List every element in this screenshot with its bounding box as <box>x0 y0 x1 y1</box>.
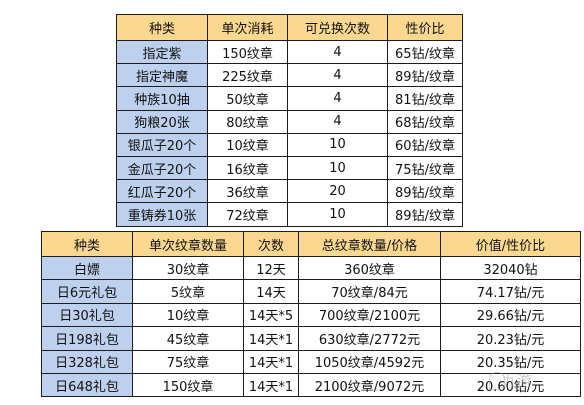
table-row: 日198礼包 45纹章 14天*1 630纹章/2772元 20.23钻/元 <box>41 326 581 351</box>
value-cell: 70纹章/84元 <box>298 279 441 304</box>
value-cell: 4 <box>287 86 388 111</box>
value-cell: 20.35钻/元 <box>440 349 581 374</box>
category-cell: 日6元礼包 <box>41 279 133 304</box>
value-cell: 14天 <box>243 279 299 304</box>
value-cell: 10 <box>287 132 388 157</box>
badge-value-table: 种类 单次纹章数量 次数 总纹章数量/价格 价值/性价比 白嫖 30纹章 12天 360纹章 3… <box>41 231 581 398</box>
table-row: 重铸券10张 72纹章 10 89钻/纹章 <box>116 202 463 227</box>
table-row: 种族10抽 50纹章 4 81钻/纹章 <box>116 86 463 111</box>
table-row: 日6元礼包 5纹章 14天 70纹章/84元 74.17钻/元 <box>41 279 581 304</box>
value-cell: 32040钻 <box>440 255 581 281</box>
table-row: 金瓜子20个 16纹章 10 75钻/纹章 <box>116 155 463 181</box>
table2-header-cell: 总纹章数量/价格 <box>298 231 441 257</box>
category-cell: 日648礼包 <box>41 372 133 398</box>
watermark-logo-icon <box>489 372 505 390</box>
value-cell: 72纹章 <box>207 202 288 227</box>
value-cell: 29.66钻/元 <box>440 302 581 328</box>
value-cell: 36纹章 <box>207 179 288 204</box>
table2-body: 白嫖 30纹章 12天 360纹章 32040钻 日6元礼包 5纹章 14天 70纹章/84元 7… <box>41 255 581 398</box>
value-cell: 150纹章 <box>207 39 288 65</box>
value-cell: 10纹章 <box>207 132 288 157</box>
value-cell: 4 <box>287 109 388 134</box>
table2-header-cell: 次数 <box>243 231 299 257</box>
value-cell: 4 <box>287 63 388 88</box>
value-cell: 10纹章 <box>132 302 244 328</box>
table1-header-cell: 可兑换次数 <box>287 14 388 41</box>
table1-header-cell: 种类 <box>116 14 208 41</box>
table2-header-cell: 价值/性价比 <box>440 231 581 257</box>
value-cell: 75钻/纹章 <box>387 155 463 181</box>
table1-header-cell: 单次消耗 <box>207 14 288 41</box>
table-row: 日328礼包 75纹章 14天*1 1050纹章/4592元 20.35钻/元 <box>41 349 581 374</box>
category-cell: 狗粮20张 <box>116 109 208 134</box>
value-cell: 20.23钻/元 <box>440 326 581 351</box>
value-cell: 5纹章 <box>132 279 244 304</box>
table-row: 狗粮20张 80纹章 4 68钻/纹章 <box>116 109 463 134</box>
value-cell: 50纹章 <box>207 86 288 111</box>
table-row: 银瓜子20个 10纹章 10 60钻/纹章 <box>116 132 463 157</box>
table-row: 红瓜子20个 36纹章 20 89钻/纹章 <box>116 179 463 204</box>
value-cell: 16纹章 <box>207 155 288 181</box>
value-cell: 30纹章 <box>132 255 244 281</box>
table-row: 日648礼包 150纹章 14天*1 2100纹章/9072元 20.60钻/元 <box>41 372 581 398</box>
value-cell: 14天*1 <box>243 372 299 398</box>
category-cell: 日328礼包 <box>41 349 133 374</box>
category-cell: 白嫖 <box>41 255 133 281</box>
table1-header-cell: 性价比 <box>387 14 463 41</box>
value-cell: 68钻/纹章 <box>387 109 463 134</box>
value-cell: 20.60钻/元 <box>440 372 581 398</box>
value-cell: 20 <box>287 179 388 204</box>
category-cell: 金瓜子20个 <box>116 155 208 181</box>
value-cell: 14天*5 <box>243 302 299 328</box>
table1-header-row: 种类 单次消耗 可兑换次数 性价比 <box>116 14 463 41</box>
category-cell: 指定紫 <box>116 39 208 65</box>
value-cell: 89钻/纹章 <box>387 63 463 88</box>
value-cell: 65钻/纹章 <box>387 39 463 65</box>
value-cell: 80纹章 <box>207 109 288 134</box>
category-cell: 红瓜子20个 <box>116 179 208 204</box>
category-cell: 种族10抽 <box>116 86 208 111</box>
value-cell: 10 <box>287 202 388 227</box>
value-cell: 89钻/纹章 <box>387 202 463 227</box>
category-cell: 指定神魔 <box>116 63 208 88</box>
value-cell: 700纹章/2100元 <box>298 302 441 328</box>
table2-header-cell: 单次纹章数量 <box>132 231 244 257</box>
value-cell: 45纹章 <box>132 326 244 351</box>
table1-body: 指定紫 150纹章 4 65钻/纹章 指定神魔 225纹章 4 89钻/纹章 种族10抽 50纹章… <box>116 39 463 227</box>
table-row: 日30礼包 10纹章 14天*5 700纹章/2100元 29.66钻/元 <box>41 302 581 328</box>
value-cell: 12天 <box>243 255 299 281</box>
value-cell: 14天*1 <box>243 326 299 351</box>
category-cell: 日30礼包 <box>41 302 133 328</box>
watermark-text: 九游 <box>502 372 533 390</box>
value-cell: 10 <box>287 155 388 181</box>
value-cell: 14天*1 <box>243 349 299 374</box>
table-row: 指定神魔 225纹章 4 89钻/纹章 <box>116 63 463 88</box>
table2-header-cell: 种类 <box>41 231 133 257</box>
table-row: 指定紫 150纹章 4 65钻/纹章 <box>116 39 463 65</box>
value-cell: 81钻/纹章 <box>387 86 463 111</box>
value-cell: 225纹章 <box>207 63 288 88</box>
table-row: 白嫖 30纹章 12天 360纹章 32040钻 <box>41 255 581 281</box>
value-cell: 74.17钻/元 <box>440 279 581 304</box>
value-cell: 360纹章 <box>298 255 441 281</box>
category-cell: 银瓜子20个 <box>116 132 208 157</box>
value-cell: 75纹章 <box>132 349 244 374</box>
value-cell: 1050纹章/4592元 <box>298 349 441 374</box>
value-cell: 2100纹章/9072元 <box>298 372 441 398</box>
value-cell: 89钻/纹章 <box>387 179 463 204</box>
value-cell: 4 <box>287 39 388 65</box>
category-cell: 日198礼包 <box>41 326 133 351</box>
table2-header-row: 种类 单次纹章数量 次数 总纹章数量/价格 价值/性价比 <box>41 231 581 257</box>
value-cell: 60钻/纹章 <box>387 132 463 157</box>
value-cell: 150纹章 <box>132 372 244 398</box>
value-cell: 630纹章/2772元 <box>298 326 441 351</box>
exchange-cost-table: 种类 单次消耗 可兑换次数 性价比 指定紫 150纹章 4 65钻/纹章 指定神魔 225纹章 4… <box>116 14 463 227</box>
category-cell: 重铸券10张 <box>116 202 208 227</box>
